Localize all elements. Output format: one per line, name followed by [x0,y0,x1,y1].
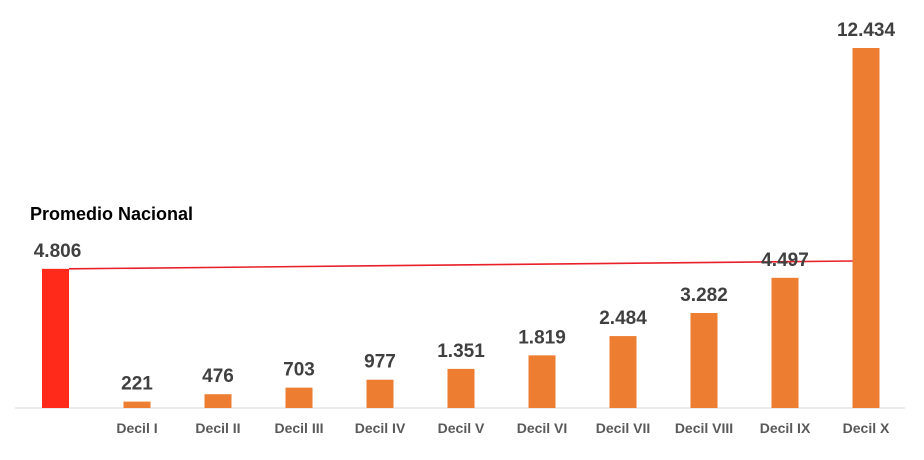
category-label-decil-vii: Decil VII [596,420,650,436]
category-label-decil-i: Decil I [116,420,157,436]
bar-decil-ix [771,277,799,408]
bar-decil-iii [285,387,313,408]
reference-line-layer [68,260,853,270]
bar-promedio-nacional [42,268,69,408]
category-label-decil-v: Decil V [438,420,485,436]
bar-decil-viii [690,312,718,408]
value-label-decil-i: 221 [121,374,153,395]
category-label-decil-ii: Decil II [195,420,240,436]
category-label-decil-x: Decil X [843,420,890,436]
value-label-decil-ix: 4.497 [761,250,809,271]
value-label-decil-ii: 476 [202,366,234,387]
value-label-decil-x: 12.434 [837,20,896,41]
labels-layer: 4.806 Promedio Nacional 221 Decil I 476 Decil… [30,20,895,436]
national-average-line [68,260,853,270]
value-label-decil-vii: 2.484 [599,308,647,329]
value-label-decil-iv: 977 [364,352,396,373]
category-label-decil-iv: Decil IV [355,420,406,436]
category-label-decil-viii: Decil VIII [675,420,733,436]
category-label-decil-vi: Decil VI [517,420,568,436]
bar-decil-v [447,368,475,408]
national-average-label: Promedio Nacional [30,204,193,224]
bar-decil-vi [528,355,556,408]
category-label-decil-iii: Decil III [274,420,323,436]
bar-decil-iv [366,379,394,408]
bars-layer [42,48,880,408]
bar-decil-vii [609,336,637,408]
value-label-decil-vi: 1.819 [518,327,566,348]
value-label-promedio-nacional: 4.806 [34,241,82,262]
value-label-decil-viii: 3.282 [680,285,728,306]
category-label-decil-ix: Decil IX [760,420,811,436]
value-label-decil-v: 1.351 [437,341,485,362]
bar-decil-x [852,48,880,408]
bar-decil-i [123,401,151,408]
bar-decil-ii [204,394,232,408]
value-label-decil-iii: 703 [283,360,315,381]
